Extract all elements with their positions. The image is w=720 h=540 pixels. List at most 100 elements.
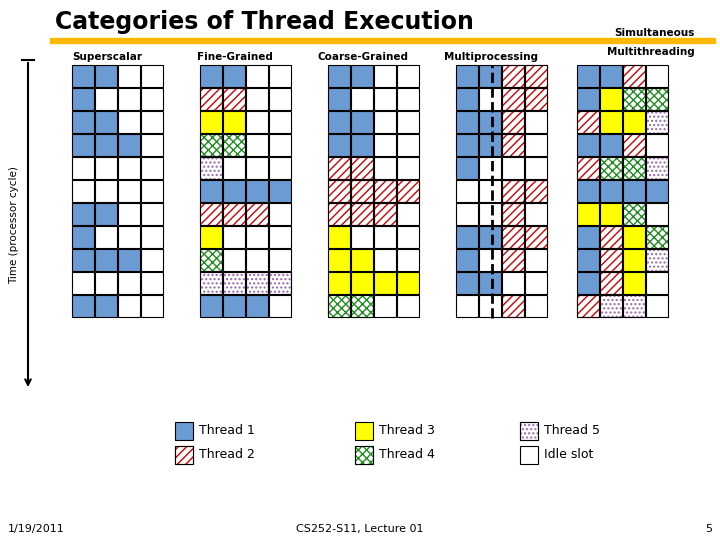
Bar	[646, 180, 668, 202]
Bar	[397, 88, 419, 110]
Bar	[646, 88, 668, 110]
Bar	[269, 88, 291, 110]
Bar	[351, 295, 373, 317]
Bar	[269, 111, 291, 133]
Bar	[456, 157, 478, 179]
Bar	[269, 157, 291, 179]
Bar	[600, 111, 622, 133]
Bar	[223, 88, 245, 110]
Bar	[456, 111, 478, 133]
Bar	[600, 295, 622, 317]
Bar	[223, 88, 245, 110]
Bar	[374, 157, 396, 179]
Bar	[577, 88, 599, 110]
Bar	[577, 295, 599, 317]
Bar	[223, 134, 245, 156]
Bar	[351, 203, 373, 225]
Bar	[200, 203, 222, 225]
Bar	[95, 111, 117, 133]
Bar	[118, 203, 140, 225]
Bar	[374, 295, 396, 317]
Bar	[502, 180, 524, 202]
Bar	[223, 203, 245, 225]
Bar	[479, 203, 501, 225]
Bar	[646, 111, 668, 133]
Bar	[223, 226, 245, 248]
Bar	[525, 249, 547, 271]
Bar	[328, 203, 350, 225]
Bar	[351, 180, 373, 202]
Bar	[223, 111, 245, 133]
Text: 1/19/2011: 1/19/2011	[8, 524, 65, 534]
Bar	[141, 134, 163, 156]
Bar	[479, 65, 501, 87]
Bar	[623, 295, 645, 317]
Bar	[397, 157, 419, 179]
Bar	[95, 226, 117, 248]
Bar	[269, 272, 291, 294]
Bar	[328, 65, 350, 87]
Bar	[520, 422, 538, 440]
Text: Thread 1: Thread 1	[199, 424, 255, 437]
Bar	[72, 111, 94, 133]
Bar	[269, 295, 291, 317]
Bar	[200, 203, 222, 225]
Bar	[502, 111, 524, 133]
Bar	[223, 134, 245, 156]
Bar	[456, 88, 478, 110]
Bar	[577, 180, 599, 202]
Bar	[502, 134, 524, 156]
Bar	[623, 226, 645, 248]
Bar	[118, 249, 140, 271]
Bar	[397, 134, 419, 156]
Bar	[246, 134, 268, 156]
Bar	[577, 157, 599, 179]
Bar	[374, 203, 396, 225]
Bar	[72, 203, 94, 225]
Bar	[600, 295, 622, 317]
Bar	[246, 157, 268, 179]
Bar	[95, 157, 117, 179]
Bar	[328, 134, 350, 156]
Bar	[623, 157, 645, 179]
Bar	[374, 88, 396, 110]
Bar	[646, 203, 668, 225]
Bar	[397, 249, 419, 271]
Bar	[577, 111, 599, 133]
Bar	[646, 295, 668, 317]
Bar	[646, 249, 668, 271]
Bar	[646, 111, 668, 133]
Bar	[525, 272, 547, 294]
Bar	[502, 249, 524, 271]
Text: Multithreading: Multithreading	[607, 47, 695, 57]
Bar	[577, 203, 599, 225]
Bar	[118, 226, 140, 248]
Bar	[456, 180, 478, 202]
Bar	[141, 111, 163, 133]
Bar	[525, 226, 547, 248]
Bar	[600, 134, 622, 156]
Bar	[577, 249, 599, 271]
Bar	[502, 295, 524, 317]
Bar	[118, 111, 140, 133]
Bar	[577, 226, 599, 248]
Bar	[223, 203, 245, 225]
Bar	[200, 272, 222, 294]
Bar	[525, 180, 547, 202]
Text: Idle slot: Idle slot	[544, 449, 593, 462]
Bar	[525, 88, 547, 110]
Text: CS252-S11, Lecture 01: CS252-S11, Lecture 01	[296, 524, 424, 534]
Bar	[646, 157, 668, 179]
Bar	[577, 65, 599, 87]
Bar	[351, 157, 373, 179]
Bar	[269, 65, 291, 87]
Bar	[623, 65, 645, 87]
Bar	[525, 180, 547, 202]
Bar	[200, 226, 222, 248]
Bar	[223, 272, 245, 294]
Text: Thread 2: Thread 2	[199, 449, 255, 462]
Text: Thread 5: Thread 5	[544, 424, 600, 437]
Bar	[479, 295, 501, 317]
Bar	[328, 157, 350, 179]
Text: Simultaneous: Simultaneous	[615, 28, 695, 38]
